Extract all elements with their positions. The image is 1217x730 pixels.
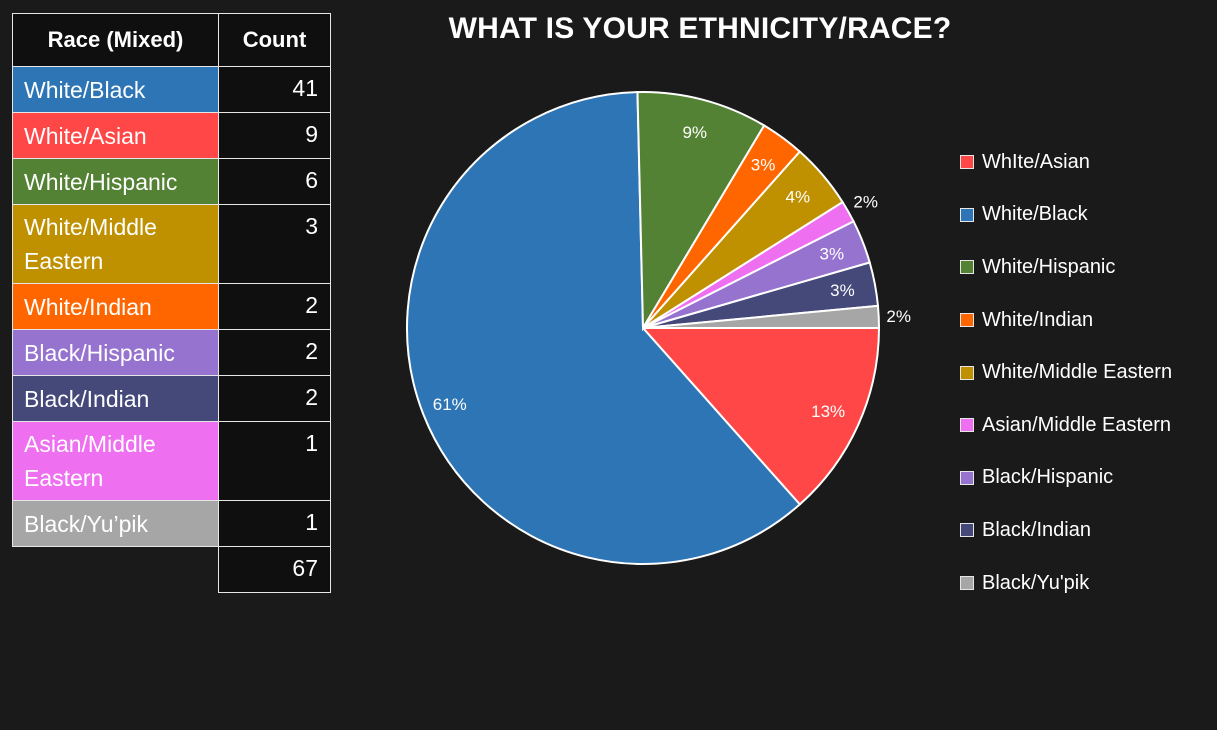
race-label-cell: Black/Yu’pik — [12, 500, 219, 547]
table-row: Black/Yu’pik 1 — [12, 500, 331, 547]
race-label-cell: White/Asian — [12, 112, 219, 159]
legend-item: Black/Indian — [960, 504, 1172, 557]
legend-label: White/Indian — [982, 308, 1094, 331]
table-row: White/Hispanic 6 — [12, 158, 331, 205]
pie-data-label: 3% — [830, 281, 855, 300]
race-label-cell: Asian/Middle Eastern — [12, 421, 219, 501]
legend-label: Black/Indian — [982, 518, 1091, 541]
chart-title: WHAT IS YOUR ETHNICITY/RACE? — [448, 12, 952, 45]
race-label-cell: Black/Hispanic — [12, 329, 219, 376]
count-cell: 41 — [218, 66, 331, 113]
pie-data-label: 4% — [786, 188, 811, 207]
legend-item: WhIte/Asian — [960, 136, 1172, 189]
pie-slice-white-black — [406, 91, 802, 565]
legend-label: Asian/Middle Eastern — [982, 413, 1171, 436]
total-count-cell: 67 — [218, 546, 331, 593]
table-row: Black/Hispanic 2 — [12, 329, 331, 376]
count-cell: 9 — [218, 112, 331, 159]
legend-item: White/Middle Eastern — [960, 346, 1172, 399]
table-body: White/Black 41 White/Asian 9 White/Hispanic 6… — [12, 66, 331, 593]
pie-slice-black-yu-pik — [642, 304, 881, 329]
race-label-cell: Black/Indian — [12, 375, 219, 422]
legend-swatch — [960, 207, 974, 222]
table-row: Asian/Middle Eastern 1 — [12, 421, 331, 501]
legend-swatch — [960, 470, 974, 485]
pie-data-label: 9% — [682, 123, 707, 142]
table-row: White/Middle Eastern 3 — [12, 204, 331, 284]
legend-item: Black/Hispanic — [960, 452, 1172, 505]
count-column-header: Count — [218, 13, 331, 67]
table-header-row: Race (Mixed) Count — [12, 13, 331, 67]
pie-slice-white-hispanic — [636, 91, 766, 332]
race-count-table: Race (Mixed) Count White/Black 41 White/As… — [12, 13, 331, 593]
legend-item: White/Hispanic — [960, 241, 1172, 294]
table-row: Black/Indian 2 — [12, 375, 331, 422]
pie-data-label: 3% — [751, 155, 776, 174]
race-column-header: Race (Mixed) — [12, 13, 219, 67]
pie-data-label: 3% — [820, 245, 845, 264]
legend-swatch — [960, 418, 974, 433]
count-cell: 1 — [218, 500, 331, 547]
legend-swatch — [960, 260, 974, 275]
legend-item: Asian/Middle Eastern — [960, 399, 1172, 452]
count-cell: 2 — [218, 375, 331, 422]
total-row: 67 — [13, 546, 331, 593]
count-cell: 6 — [218, 158, 331, 205]
table-row: White/Asian 9 — [12, 112, 331, 159]
legend-swatch — [960, 523, 974, 538]
legend-swatch — [960, 155, 974, 170]
legend-swatch — [960, 313, 974, 328]
legend-item: White/Black — [960, 189, 1172, 242]
race-label-cell: White/Indian — [12, 283, 219, 330]
chart-legend: WhIte/Asian White/Black White/Hispanic Whit… — [960, 136, 1172, 609]
legend-label: White/Black — [982, 203, 1088, 226]
legend-label: WhIte/Asian — [982, 150, 1090, 173]
race-label-cell: White/Hispanic — [12, 158, 219, 205]
pie-data-label: 2% — [853, 193, 878, 212]
legend-label: White/Middle Eastern — [982, 361, 1173, 384]
legend-swatch — [960, 365, 974, 380]
legend-label: Black/Hispanic — [982, 466, 1114, 489]
table-row: White/Indian 2 — [12, 283, 331, 330]
count-cell: 3 — [218, 204, 331, 284]
pie-data-label: 61% — [433, 395, 467, 414]
legend-item: White/Indian — [960, 294, 1172, 347]
legend-item: Black/Yu'pik — [960, 557, 1172, 610]
count-cell: 2 — [218, 283, 331, 330]
count-cell: 2 — [218, 329, 331, 376]
legend-label: Black/Yu'pik — [982, 571, 1090, 594]
legend-label: White/Hispanic — [982, 255, 1116, 278]
pie-slice-white-asian — [640, 327, 881, 506]
pie-data-label: 2% — [886, 307, 911, 326]
pie-data-label: 13% — [811, 402, 845, 421]
legend-swatch — [960, 576, 974, 591]
